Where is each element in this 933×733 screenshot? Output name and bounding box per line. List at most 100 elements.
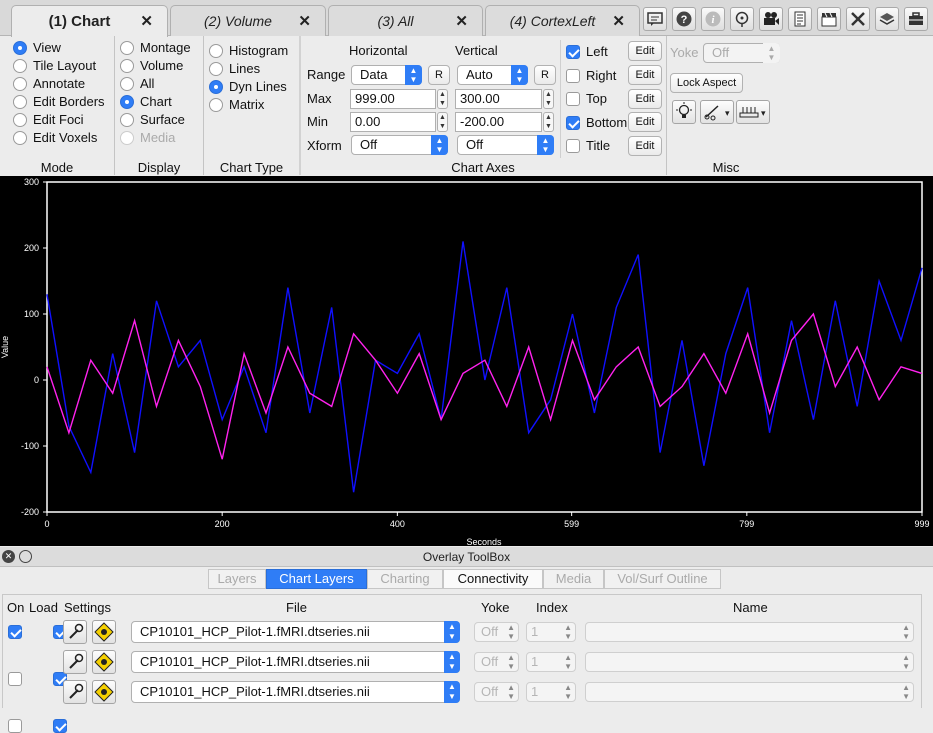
tab-all[interactable]: (3) All ✕	[328, 5, 483, 36]
lock-aspect-button[interactable]: Lock Aspect	[670, 73, 743, 93]
wrench-icon[interactable]	[63, 650, 87, 674]
on-checkbox[interactable]	[8, 719, 22, 733]
radio-indicator[interactable]	[13, 58, 27, 73]
construction-icon[interactable]	[92, 620, 116, 644]
chart-viewport[interactable]: 300 200 100 0 -100 -200 0 200 400 599 799 999 Seco…	[0, 176, 933, 547]
overlay-tab-chart-layers[interactable]: Chart Layers	[266, 569, 367, 589]
axis-top-checkbox[interactable]: Top	[566, 91, 607, 106]
display-all-radio[interactable]: All	[120, 76, 154, 91]
axis-right-checkbox[interactable]: Right	[566, 68, 616, 83]
radio-indicator[interactable]	[120, 58, 134, 73]
vertical-max-input[interactable]: 300.00 ▲ ▼	[455, 89, 554, 109]
edit-top-button[interactable]: Edit	[628, 89, 662, 109]
edit-left-button[interactable]: Edit	[628, 41, 662, 61]
help-icon[interactable]: ?	[672, 7, 696, 31]
info-icon[interactable]: i	[701, 7, 725, 31]
load-checkbox[interactable]	[52, 719, 67, 733]
edit-bottom-button[interactable]: Edit	[628, 112, 662, 132]
close-icon[interactable]: ✕	[612, 13, 625, 30]
tab-chart[interactable]: (1) Chart ✕	[11, 5, 168, 37]
chart-type-matrix-radio[interactable]: Matrix	[209, 97, 264, 112]
radio-indicator[interactable]	[120, 112, 134, 127]
lightbulb-icon[interactable]	[672, 100, 696, 124]
horizontal-xform-select[interactable]: Off ▲ ▼	[351, 135, 448, 155]
tab-cortexleft[interactable]: (4) CortexLeft ✕	[485, 5, 640, 36]
axis-bottom-checkbox[interactable]: Bottom	[566, 115, 627, 130]
overlay-tab-charting[interactable]: Charting	[367, 569, 443, 589]
radio-indicator[interactable]	[209, 61, 223, 76]
display-montage-radio[interactable]: Montage	[120, 40, 191, 55]
mode-edit-borders-radio[interactable]: Edit Borders	[13, 94, 105, 109]
mode-view-radio[interactable]: View	[13, 40, 61, 55]
axis-left-checkbox[interactable]: Left	[566, 44, 608, 59]
checkbox-indicator[interactable]	[566, 68, 580, 83]
close-icon[interactable]: ✕	[140, 13, 153, 30]
display-surface-radio[interactable]: Surface	[120, 112, 185, 127]
vertical-reset-button[interactable]: R	[534, 65, 556, 85]
edit-right-button[interactable]: Edit	[628, 65, 662, 85]
checkbox-indicator[interactable]	[566, 91, 580, 106]
file-select[interactable]: CP10101_HCP_Pilot-1.fMRI.dtseries.nii ▲ ▼	[131, 651, 460, 673]
vertical-range-select[interactable]: Auto ▲ ▼	[457, 65, 528, 85]
radio-indicator[interactable]	[13, 76, 27, 91]
radio-indicator[interactable]	[13, 40, 27, 55]
mode-annotate-radio[interactable]: Annotate	[13, 76, 85, 91]
horizontal-max-input[interactable]: 999.00 ▲ ▼	[350, 89, 448, 109]
spinner-arrows-icon[interactable]: ▲ ▼	[543, 89, 554, 109]
movie-icon[interactable]	[759, 7, 783, 31]
edit-title-button[interactable]: Edit	[628, 136, 662, 156]
feedback-icon[interactable]	[643, 7, 667, 31]
construction-icon[interactable]	[92, 680, 116, 704]
vertical-xform-select[interactable]: Off ▲ ▼	[457, 135, 554, 155]
radio-indicator[interactable]	[120, 94, 134, 109]
on-checkbox[interactable]	[8, 625, 22, 639]
file-select[interactable]: CP10101_HCP_Pilot-1.fMRI.dtseries.nii ▲ ▼	[131, 681, 460, 703]
wrench-icon[interactable]	[63, 680, 87, 704]
mode-edit-voxels-radio[interactable]: Edit Voxels	[13, 130, 97, 145]
identify-icon[interactable]	[730, 7, 754, 31]
ruler-icon[interactable]: ▾	[736, 100, 770, 124]
checkbox-indicator[interactable]	[566, 44, 580, 59]
construction-icon[interactable]	[92, 650, 116, 674]
time-series-chart[interactable]: 300 200 100 0 -100 -200 0 200 400 599 799 999 Seco…	[0, 176, 933, 547]
axis-title-checkbox[interactable]: Title	[566, 138, 610, 153]
chart-type-histogram-radio[interactable]: Histogram	[209, 43, 288, 58]
scene-icon[interactable]	[788, 7, 812, 31]
spinner-arrows-icon[interactable]: ▲ ▼	[543, 112, 554, 132]
display-chart-radio[interactable]: Chart	[120, 94, 172, 109]
close-icon[interactable]: ✕	[455, 13, 468, 30]
crop-tool-icon[interactable]: ▾	[700, 100, 734, 124]
radio-indicator[interactable]	[209, 43, 223, 58]
clapper-icon[interactable]	[817, 7, 841, 31]
tools-icon[interactable]	[846, 7, 870, 31]
close-icon[interactable]: ✕	[298, 13, 311, 30]
chart-type-lines-radio[interactable]: Lines	[209, 61, 260, 76]
horizontal-min-input[interactable]: 0.00 ▲ ▼	[350, 112, 448, 132]
chart-type-dyn-lines-radio[interactable]: Dyn Lines	[209, 79, 287, 94]
toolbox-icon[interactable]	[904, 7, 928, 31]
display-volume-radio[interactable]: Volume	[120, 58, 183, 73]
horizontal-reset-button[interactable]: R	[428, 65, 450, 85]
radio-indicator[interactable]	[120, 76, 134, 91]
overlay-tab-vol-surf-outline[interactable]: Vol/Surf Outline	[604, 569, 721, 589]
overlay-tab-media[interactable]: Media	[543, 569, 604, 589]
radio-indicator[interactable]	[120, 40, 134, 55]
wrench-icon[interactable]	[63, 620, 87, 644]
spinner-arrows-icon[interactable]: ▲ ▼	[437, 89, 448, 109]
radio-indicator[interactable]	[13, 94, 27, 109]
layers-icon[interactable]	[875, 7, 899, 31]
mode-tile-layout-radio[interactable]: Tile Layout	[13, 58, 96, 73]
vertical-min-input[interactable]: -200.00 ▲ ▼	[455, 112, 554, 132]
close-icon[interactable]: ✕	[2, 550, 15, 563]
file-select[interactable]: CP10101_HCP_Pilot-1.fMRI.dtseries.nii ▲ ▼	[131, 621, 460, 643]
radio-indicator[interactable]	[209, 79, 223, 94]
tab-volume[interactable]: (2) Volume ✕	[170, 5, 326, 36]
overlay-tab-layers[interactable]: Layers	[208, 569, 266, 589]
horizontal-range-select[interactable]: Data ▲ ▼	[351, 65, 422, 85]
spinner-arrows-icon[interactable]: ▲ ▼	[437, 112, 448, 132]
detach-icon[interactable]	[19, 550, 32, 563]
checkbox-indicator[interactable]	[566, 115, 580, 130]
radio-indicator[interactable]	[13, 130, 27, 145]
radio-indicator[interactable]	[209, 97, 223, 112]
checkbox-indicator[interactable]	[566, 138, 580, 153]
